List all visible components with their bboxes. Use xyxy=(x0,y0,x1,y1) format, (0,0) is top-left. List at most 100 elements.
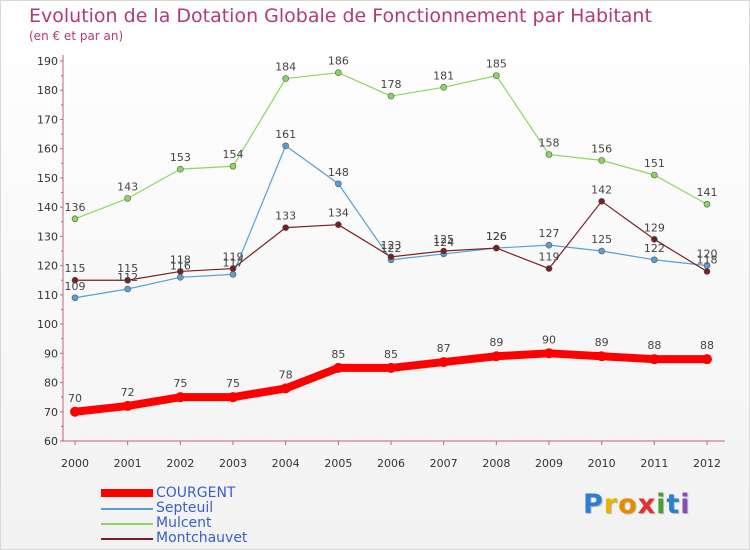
data-label: 143 xyxy=(117,180,138,193)
x-tick-label: 2000 xyxy=(61,457,89,470)
x-tick-label: 2010 xyxy=(588,457,616,470)
data-label: 89 xyxy=(595,336,609,349)
y-tick-label: 90 xyxy=(44,347,58,360)
data-label: 148 xyxy=(328,166,349,179)
data-point xyxy=(545,265,553,272)
data-point xyxy=(702,354,712,365)
x-tick-label: 2001 xyxy=(114,457,142,470)
data-label: 124 xyxy=(433,236,454,249)
data-label: 154 xyxy=(223,148,244,161)
brand-logo: Proxiti xyxy=(583,489,691,520)
data-point xyxy=(282,142,289,150)
x-tick-label: 2008 xyxy=(482,457,510,470)
data-point xyxy=(598,198,605,205)
data-point xyxy=(333,362,344,373)
brand-logo-letter: x xyxy=(637,489,657,520)
series-line xyxy=(74,145,708,299)
data-point xyxy=(335,69,342,76)
data-point xyxy=(387,92,395,100)
legend-label: Septeuil xyxy=(156,500,214,516)
data-label: 75 xyxy=(226,377,240,390)
data-point xyxy=(280,383,291,394)
y-tick-label: 110 xyxy=(37,289,58,302)
data-point xyxy=(649,354,660,365)
data-label: 186 xyxy=(328,55,349,68)
data-label: 151 xyxy=(644,157,665,170)
data-label: 127 xyxy=(539,227,560,240)
series-line xyxy=(74,349,707,416)
data-label: 136 xyxy=(65,201,86,214)
legend-item: Mulcent xyxy=(101,515,361,531)
data-point xyxy=(229,265,237,272)
data-label: 109 xyxy=(65,280,86,293)
data-point xyxy=(703,268,711,275)
legend-item: Septeuil xyxy=(101,500,361,516)
brand-logo-letter: t xyxy=(666,489,681,520)
data-point xyxy=(124,285,131,293)
data-label: 178 xyxy=(381,78,402,91)
data-point xyxy=(491,351,502,362)
y-tick-label: 130 xyxy=(37,230,58,243)
x-tick-label: 2003 xyxy=(219,457,247,470)
y-tick-label: 160 xyxy=(37,143,58,156)
data-label: 158 xyxy=(539,137,560,150)
data-point xyxy=(124,276,131,284)
data-point xyxy=(122,400,133,411)
brand-logo-letter: i xyxy=(680,489,691,520)
legend-item: COURGENT xyxy=(101,485,361,501)
data-point xyxy=(335,180,342,188)
data-label: 123 xyxy=(381,239,402,252)
data-point xyxy=(493,72,500,79)
data-point xyxy=(71,294,79,302)
legend-swatch xyxy=(101,508,153,510)
x-tick-label: 2002 xyxy=(166,457,194,470)
data-point xyxy=(282,75,289,82)
brand-logo-letter: P xyxy=(583,489,604,520)
brand-logo-letter: o xyxy=(618,489,638,520)
data-point xyxy=(228,392,238,403)
data-label: 126 xyxy=(486,230,507,243)
data-label: 120 xyxy=(697,248,718,261)
data-point xyxy=(229,162,237,170)
y-tick-label: 140 xyxy=(37,201,58,214)
data-label: 116 xyxy=(170,259,191,272)
data-point xyxy=(544,348,554,359)
data-point xyxy=(124,195,131,202)
data-point xyxy=(598,157,605,164)
x-tick-label: 2004 xyxy=(272,457,300,470)
data-label: 87 xyxy=(437,342,451,355)
data-label: 89 xyxy=(489,336,503,349)
data-point xyxy=(545,241,553,249)
x-tick-label: 2012 xyxy=(693,457,721,470)
data-point xyxy=(175,392,186,403)
y-tick-label: 70 xyxy=(44,406,58,419)
data-point xyxy=(440,84,447,91)
data-label: 184 xyxy=(275,61,296,74)
data-label: 117 xyxy=(223,256,244,269)
legend-swatch xyxy=(101,489,153,497)
data-point xyxy=(70,406,80,417)
data-label: 118 xyxy=(170,253,191,266)
y-tick-label: 120 xyxy=(37,260,58,273)
data-point xyxy=(493,244,500,252)
data-point xyxy=(282,224,289,231)
data-point xyxy=(71,215,79,223)
y-tick-label: 100 xyxy=(37,318,58,331)
data-label: 142 xyxy=(591,183,612,196)
data-point xyxy=(440,247,447,255)
data-point xyxy=(438,357,449,368)
data-label: 88 xyxy=(700,339,714,352)
data-label: 70 xyxy=(68,392,82,405)
data-label: 122 xyxy=(381,242,402,255)
data-label: 78 xyxy=(279,368,293,381)
legend-label: Mulcent xyxy=(156,515,212,531)
data-label: 156 xyxy=(591,142,612,155)
data-label: 153 xyxy=(170,151,191,164)
legend-label: Montchauvet xyxy=(156,530,248,546)
data-label: 125 xyxy=(591,233,612,246)
chart-points xyxy=(70,69,712,417)
brand-logo-letter: i xyxy=(656,489,667,520)
brand-logo-letter: r xyxy=(603,489,619,520)
